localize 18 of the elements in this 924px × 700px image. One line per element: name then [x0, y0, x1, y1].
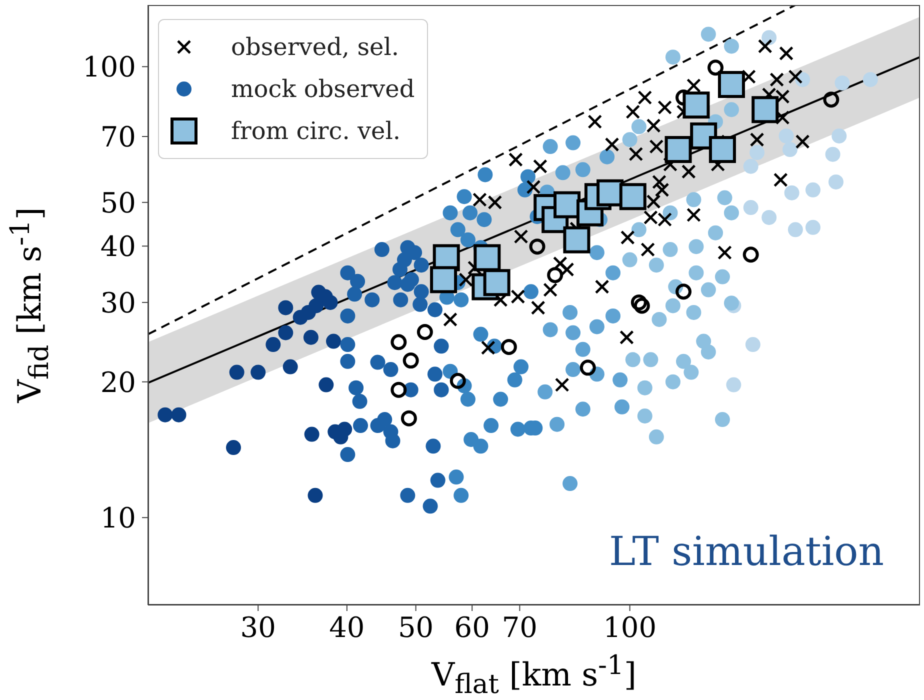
y-tick-label: 20	[100, 366, 136, 399]
legend-label: mock observed	[231, 75, 415, 103]
x-tick-label: 70	[502, 610, 538, 644]
annotation: LT simulation	[608, 529, 884, 575]
x-tick-label: 50	[398, 610, 434, 644]
y-tick-label: 100	[82, 50, 136, 84]
x-tick-label: 60	[454, 610, 490, 644]
legend-label: observed, sel.	[231, 33, 400, 61]
y-tick-label: 30	[100, 286, 136, 320]
y-tick-label: 10	[100, 502, 136, 535]
y-tick-label: 40	[100, 230, 136, 264]
x-tick-label: 100	[603, 610, 657, 644]
x-tick-label: 40	[329, 610, 365, 644]
legend-label: from circ. vel.	[231, 117, 401, 145]
x-tick-label: 30	[240, 610, 276, 644]
y-tick-label: 70	[100, 120, 136, 154]
y-tick-label: 50	[100, 186, 136, 220]
x-axis-title: V$_{flat}$ [km s$^{-1}$]	[432, 650, 636, 700]
